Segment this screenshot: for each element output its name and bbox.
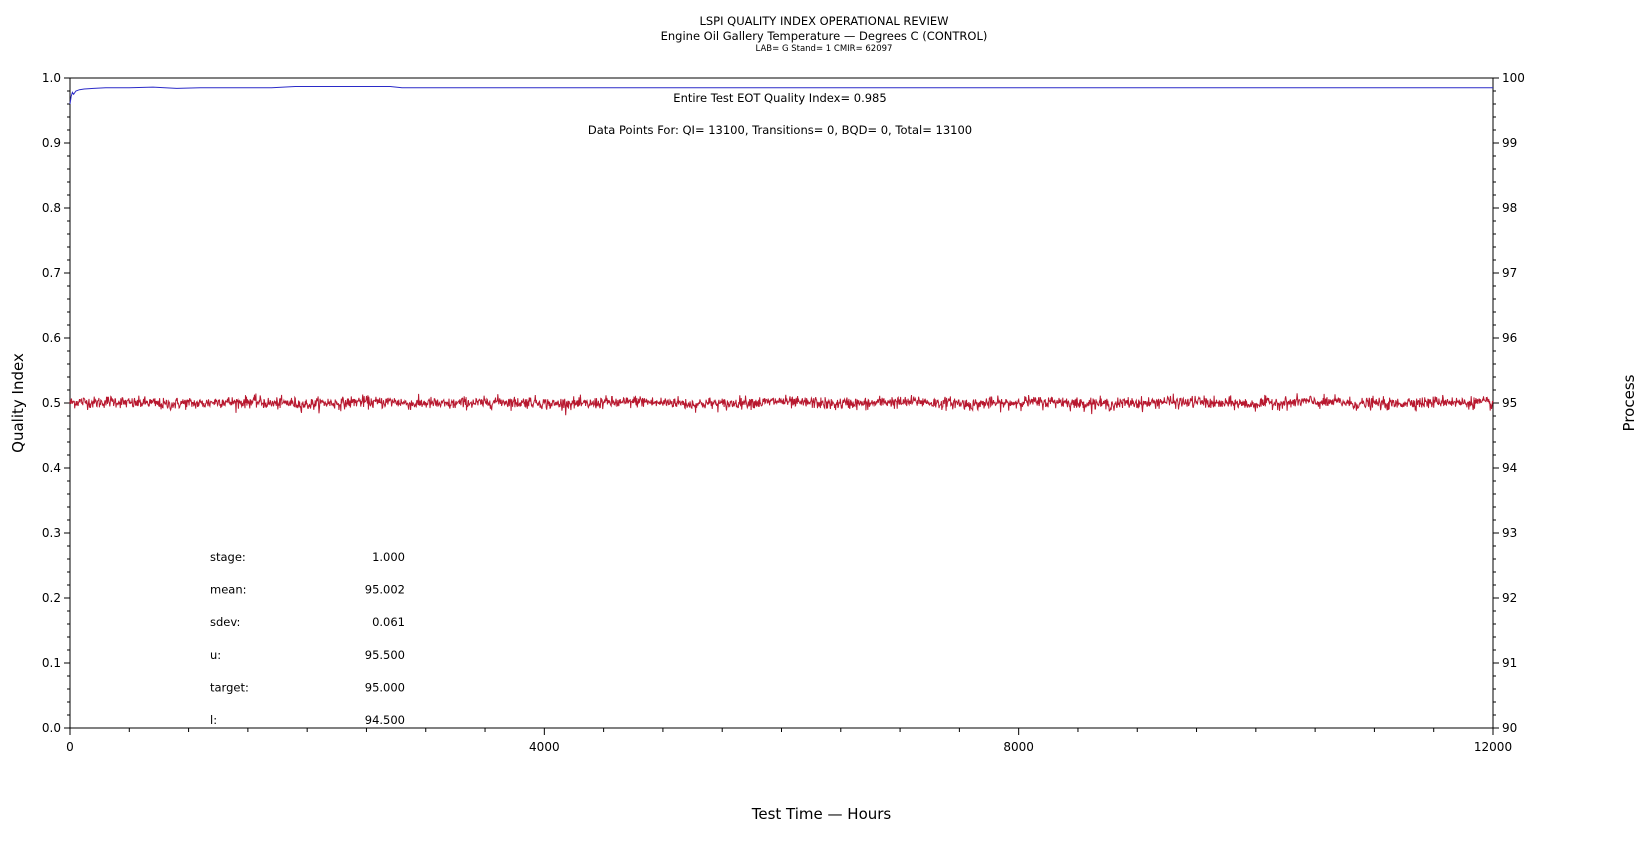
y-right-tick-label: 96: [1502, 331, 1517, 345]
stat-value: 94.500: [365, 713, 405, 727]
y-left-tick-label: 0.0: [42, 721, 61, 735]
y-right-tick-label: 90: [1502, 721, 1517, 735]
stat-value: 0.061: [372, 615, 405, 629]
y-left-tick-label: 0.4: [42, 461, 61, 475]
x-tick-label: 0: [66, 740, 74, 754]
stat-value: 95.002: [365, 583, 405, 597]
stat-value: 1.000: [372, 550, 405, 564]
y-right-tick-label: 97: [1502, 266, 1517, 280]
y-right-tick-label: 98: [1502, 201, 1517, 215]
stat-label: sdev:: [210, 615, 240, 629]
x-axis-title: Test Time — Hours: [751, 805, 892, 823]
y-right-axis-title: Process: [1620, 374, 1638, 431]
y-left-tick-label: 0.9: [42, 136, 61, 150]
chart-title: LSPI QUALITY INDEX OPERATIONAL REVIEW: [699, 14, 949, 28]
x-tick-label: 4000: [529, 740, 560, 754]
y-right-tick-label: 93: [1502, 526, 1517, 540]
y-left-tick-label: 1.0: [42, 71, 61, 85]
data-points-annotation: Data Points For: QI= 13100, Transitions=…: [588, 123, 972, 137]
y-right-tick-label: 92: [1502, 591, 1517, 605]
y-left-tick-label: 0.3: [42, 526, 61, 540]
stat-label: u:: [210, 648, 221, 662]
process-temperature-line: [69, 393, 1494, 416]
stat-label: mean:: [210, 583, 247, 597]
stat-label: l:: [210, 713, 217, 727]
y-right-tick-label: 91: [1502, 656, 1517, 670]
y-left-axis-title: Quality Index: [9, 353, 27, 453]
y-right-tick-label: 94: [1502, 461, 1517, 475]
y-left-tick-label: 0.5: [42, 396, 61, 410]
x-tick-label: 8000: [1003, 740, 1034, 754]
stat-value: 95.000: [365, 680, 405, 694]
qi-annotation: Entire Test EOT Quality Index= 0.985: [673, 91, 886, 105]
quality-index-line: [69, 86, 1493, 105]
y-left-tick-label: 0.1: [42, 656, 61, 670]
stat-label: stage:: [210, 550, 246, 564]
x-tick-label: 12000: [1474, 740, 1512, 754]
y-right-tick-label: 100: [1502, 71, 1525, 85]
stat-value: 95.500: [365, 648, 405, 662]
chart-subtitle: Engine Oil Gallery Temperature — Degrees…: [660, 29, 988, 43]
chart-subtitle-lab: LAB= G Stand= 1 CMIR= 62097: [755, 44, 893, 54]
y-left-tick-label: 0.7: [42, 266, 61, 280]
stat-label: target:: [210, 680, 249, 694]
y-left-tick-label: 0.2: [42, 591, 61, 605]
y-left-tick-label: 0.6: [42, 331, 61, 345]
y-right-tick-label: 99: [1502, 136, 1517, 150]
y-right-tick-label: 95: [1502, 396, 1517, 410]
y-left-tick-label: 0.8: [42, 201, 61, 215]
